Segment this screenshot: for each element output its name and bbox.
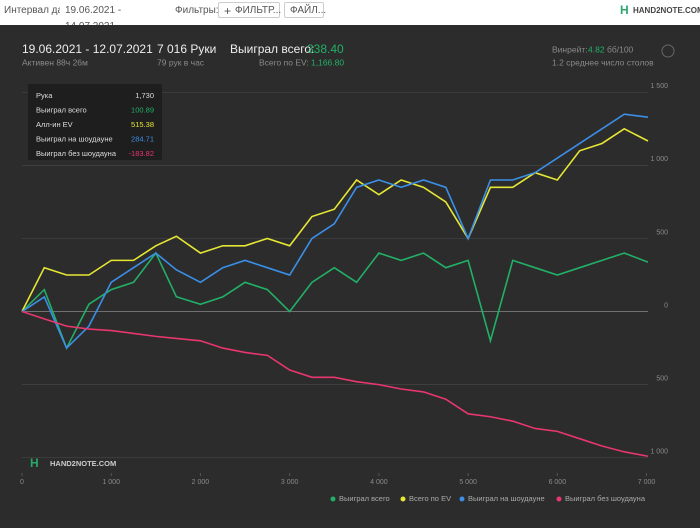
x-tick-label: 6 000 <box>549 479 567 486</box>
y-tick-label: 1 000 <box>650 156 668 163</box>
active-time: Активен 88ч 26м <box>22 57 88 67</box>
legend-label: Выиграл всего <box>339 494 390 503</box>
y-tick-label: 500 <box>656 229 668 236</box>
legend-label: Выиграл без шоудауна <box>565 494 646 503</box>
series-line <box>21 113 649 350</box>
x-tick-label: 3 000 <box>281 479 299 486</box>
series-line <box>21 251 649 351</box>
x-tick-label: 1 000 <box>102 479 120 486</box>
filters-label: Фильтры: <box>175 5 219 16</box>
logo[interactable]: HAND2NOTE.COM <box>633 6 700 15</box>
tooltip-value: 284.71 <box>131 134 154 143</box>
period: 19.06.2021 - 12.07.2021 <box>22 42 153 56</box>
hands: 7 016 Руки <box>157 42 216 56</box>
legend-swatch <box>459 496 465 502</box>
tooltip-label: Алл-ин EV <box>36 120 73 129</box>
tooltip-label: Рука <box>36 91 53 100</box>
winrate-value: 4.82 <box>588 44 605 54</box>
legend-swatch <box>556 496 562 502</box>
series-line <box>21 310 649 458</box>
legend-label: Всего по EV <box>409 494 451 503</box>
legend-label: Выиграл на шоудауне <box>468 494 545 503</box>
logo-icon: H <box>620 3 629 17</box>
watermark: HAND2NOTE.COM <box>50 459 116 468</box>
graph-panel: 19.06.2021 - 12.07.2021 Активен 88ч 26м … <box>0 25 700 528</box>
tooltip-value: 1,730 <box>135 91 154 100</box>
winrate-unit: бб/100 <box>607 44 634 54</box>
ev-value: 1,166.80 <box>311 57 344 67</box>
legend-swatch <box>400 496 406 502</box>
interval-label: Интервал дат: <box>4 5 71 16</box>
ev-label: Всего по EV: <box>259 57 309 67</box>
tooltip: Рука 1,730 Выиграл всего 100.89 Алл-ин EV 515… <box>28 84 162 160</box>
settings-icon[interactable] <box>661 44 675 58</box>
interval-select[interactable]: 19.06.2021 - 14.07.2021 <box>60 3 165 32</box>
series-line <box>21 127 649 312</box>
y-tick-label: 1 500 <box>650 83 668 90</box>
x-tick-label: 4 000 <box>370 479 388 486</box>
toolbar: Интервал дат: 19.06.2021 - 14.07.2021 Фи… <box>0 0 700 32</box>
filter-button-text: ФИЛЬТР... <box>235 5 282 16</box>
won-value: 338.40 <box>307 42 344 56</box>
tooltip-box <box>28 84 162 160</box>
tooltip-value: -183.82 <box>129 149 154 158</box>
tables: 1.2 среднее число столов <box>552 57 654 67</box>
y-tick-label: 0 <box>664 302 668 309</box>
file-button-text: ФАЙЛ... <box>290 5 327 16</box>
tooltip-value: 100.89 <box>131 105 154 114</box>
tooltip-label: Выиграл на шоудауне <box>36 134 113 143</box>
chart: 19.06.2021 - 12.07.2021 Активен 88ч 26м … <box>20 42 675 503</box>
tooltip-value: 515.38 <box>131 120 154 129</box>
file-button[interactable]: ФАЙЛ... <box>284 2 327 18</box>
winrate-label: Винрейт: <box>552 44 588 54</box>
watermark-icon: H <box>30 456 39 470</box>
y-tick-label: 1 000 <box>650 449 668 456</box>
x-tick-label: 5 000 <box>459 479 477 486</box>
tooltip-label: Выиграл всего <box>36 105 87 114</box>
hands-per-hour: 79 рук в час <box>157 57 205 67</box>
x-tick-label: 7 000 <box>638 479 656 486</box>
plus-icon: + <box>224 4 232 18</box>
x-tick-label: 2 000 <box>192 479 210 486</box>
legend-swatch <box>330 496 336 502</box>
won-label: Выиграл всего: <box>230 42 314 56</box>
tooltip-label: Выиграл без шоудауна <box>36 149 117 158</box>
filter-button[interactable]: + ФИЛЬТР... <box>218 2 282 18</box>
x-tick-label: 0 <box>20 479 24 486</box>
y-tick-label: 500 <box>656 375 668 382</box>
